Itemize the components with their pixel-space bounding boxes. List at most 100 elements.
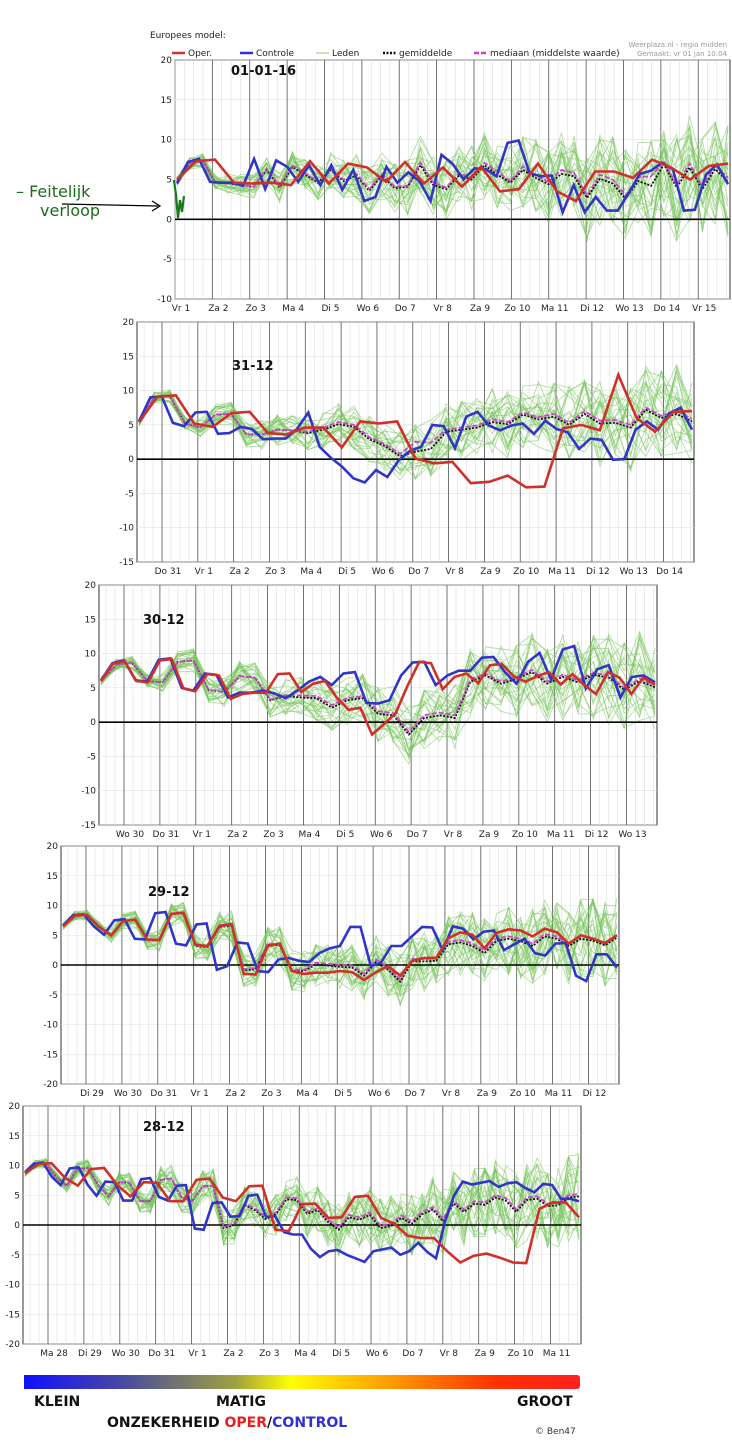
x-tick-label: Wo 30 — [112, 1349, 140, 1359]
x-tick-label: Zo 10 — [512, 830, 538, 840]
member-line — [62, 902, 618, 997]
x-tick-label: Wo 6 — [366, 1349, 389, 1359]
member-line — [24, 1158, 580, 1249]
x-tick-label: Di 12 — [580, 304, 604, 314]
y-tick-label: 20 — [123, 318, 135, 328]
x-tick-label: Za 9 — [479, 830, 500, 840]
x-tick-label: Wo 6 — [357, 304, 380, 314]
member-line — [176, 139, 729, 237]
y-tick-label: 5 — [14, 1191, 20, 1201]
y-tick-label: -10 — [157, 295, 172, 305]
x-tick-label: Do 7 — [402, 1349, 423, 1359]
y-tick-label: 15 — [47, 872, 58, 882]
y-tick-label: 0 — [14, 1221, 20, 1231]
x-tick-label: Za 9 — [477, 1089, 498, 1099]
run-date-stamp: 29-12 — [148, 885, 190, 900]
series-line-oper — [137, 371, 693, 489]
member-line — [100, 632, 656, 759]
x-tick-label: Ma 11 — [543, 1349, 571, 1359]
x-tick-label: Di 12 — [585, 830, 609, 840]
member-line — [100, 642, 656, 756]
series-line-oper — [99, 657, 656, 737]
x-tick-label: Zo 10 — [504, 304, 530, 314]
member-line — [138, 364, 693, 459]
x-tick-label: Zo 3 — [263, 830, 283, 840]
y-tick-label: 10 — [47, 902, 59, 912]
x-tick-label: Zo 10 — [510, 1089, 536, 1099]
legend-matig: MATIG — [216, 1394, 266, 1410]
y-tick-label: -5 — [163, 255, 172, 265]
x-tick-label: Za 2 — [223, 1349, 243, 1359]
x-tick-label: Za 9 — [480, 567, 501, 577]
x-tick-label: Wo 13 — [620, 567, 648, 577]
y-tick-label: 5 — [166, 176, 172, 186]
x-tick-label: Za 2 — [225, 1089, 245, 1099]
series-line-oper — [176, 158, 729, 203]
x-tick-label: Ma 11 — [541, 304, 569, 314]
x-tick-label: Ma 11 — [547, 830, 575, 840]
annotation-arrow-head — [151, 200, 162, 212]
x-tick-label: Di 5 — [321, 304, 339, 314]
x-tick-label: Do 7 — [395, 304, 416, 314]
y-tick-label: 15 — [123, 352, 134, 362]
x-tick-label: Za 9 — [470, 304, 491, 314]
y-tick-label: 15 — [161, 96, 172, 106]
legend-onzekerheid: ONZEKERHEID — [107, 1415, 220, 1431]
run-date-stamp: 31-12 — [232, 359, 274, 374]
x-tick-label: Do 14 — [656, 567, 683, 577]
member-line — [100, 630, 656, 750]
annotation-line2: verloop — [40, 201, 101, 220]
x-tick-label: Wo 13 — [615, 304, 643, 314]
x-tick-label: Do 31 — [153, 830, 180, 840]
member-line — [138, 363, 693, 480]
panel-5: 20 15 10 5 0 -5 -10 -15 -20 Ma 28 Di 29 Wo 30 Do 31 V… — [5, 1102, 582, 1359]
y-tick-label: 5 — [90, 684, 96, 694]
legend-groot: GROOT — [517, 1394, 573, 1410]
legend-label-3: gemiddelde — [399, 49, 453, 59]
x-tick-label: Ma 4 — [299, 830, 321, 840]
series-line-oper — [24, 1161, 580, 1265]
y-tick-label: 20 — [85, 581, 97, 591]
run-date-stamp: 30-12 — [143, 613, 185, 628]
y-tick-label: 15 — [85, 615, 96, 625]
x-tick-label: Vr 1 — [195, 567, 213, 577]
y-tick-label: -10 — [43, 1021, 58, 1031]
x-tick-label: Zo 3 — [259, 1349, 279, 1359]
x-tick-label: Wo 13 — [618, 830, 646, 840]
y-tick-label: -15 — [81, 821, 96, 831]
x-tick-label: Do 7 — [405, 1089, 426, 1099]
x-tick-label: Di 5 — [334, 1089, 352, 1099]
x-tick-label: Di 12 — [583, 1089, 607, 1099]
x-tick-label: Vr 8 — [445, 567, 464, 577]
series-line-mediaan — [176, 159, 729, 198]
x-tick-label: Ma 4 — [300, 567, 322, 577]
x-tick-label: Di 12 — [586, 567, 610, 577]
plot-area-3 — [98, 584, 658, 826]
x-tick-label: Wo 6 — [370, 830, 393, 840]
y-tick-label: 5 — [128, 421, 134, 431]
x-tick-label: Do 7 — [407, 830, 428, 840]
legend-onzekerheid-line: ONZEKERHEID OPER/CONTROL — [107, 1415, 347, 1431]
y-tick-label: -15 — [43, 1050, 58, 1060]
y-tick-label: 0 — [90, 718, 96, 728]
y-tick-label: -15 — [119, 558, 134, 568]
series-line-controle — [175, 138, 730, 217]
member-line — [176, 142, 729, 237]
member-line — [100, 637, 656, 745]
annotation-line1: Feitelijk — [29, 182, 91, 201]
x-tick-label: Za 2 — [228, 830, 248, 840]
y-tick-label: 20 — [161, 56, 173, 66]
y-tick-label: -10 — [81, 787, 96, 797]
series-line-controle — [24, 1161, 580, 1264]
series-line-gemiddelde — [100, 659, 656, 736]
series-line-controle — [62, 910, 619, 983]
x-tick-label: Vr 8 — [442, 1089, 461, 1099]
x-tick-label: Zo 10 — [513, 567, 539, 577]
observed-curve — [172, 179, 186, 219]
x-tick-label: Do 31 — [150, 1089, 177, 1099]
source-line-1: Weerplaza.nl - regio midden — [628, 41, 727, 49]
x-tick-label: Di 5 — [338, 567, 356, 577]
copyright: © Ben47 — [535, 1427, 576, 1437]
x-tick-label: Vr 8 — [433, 304, 452, 314]
